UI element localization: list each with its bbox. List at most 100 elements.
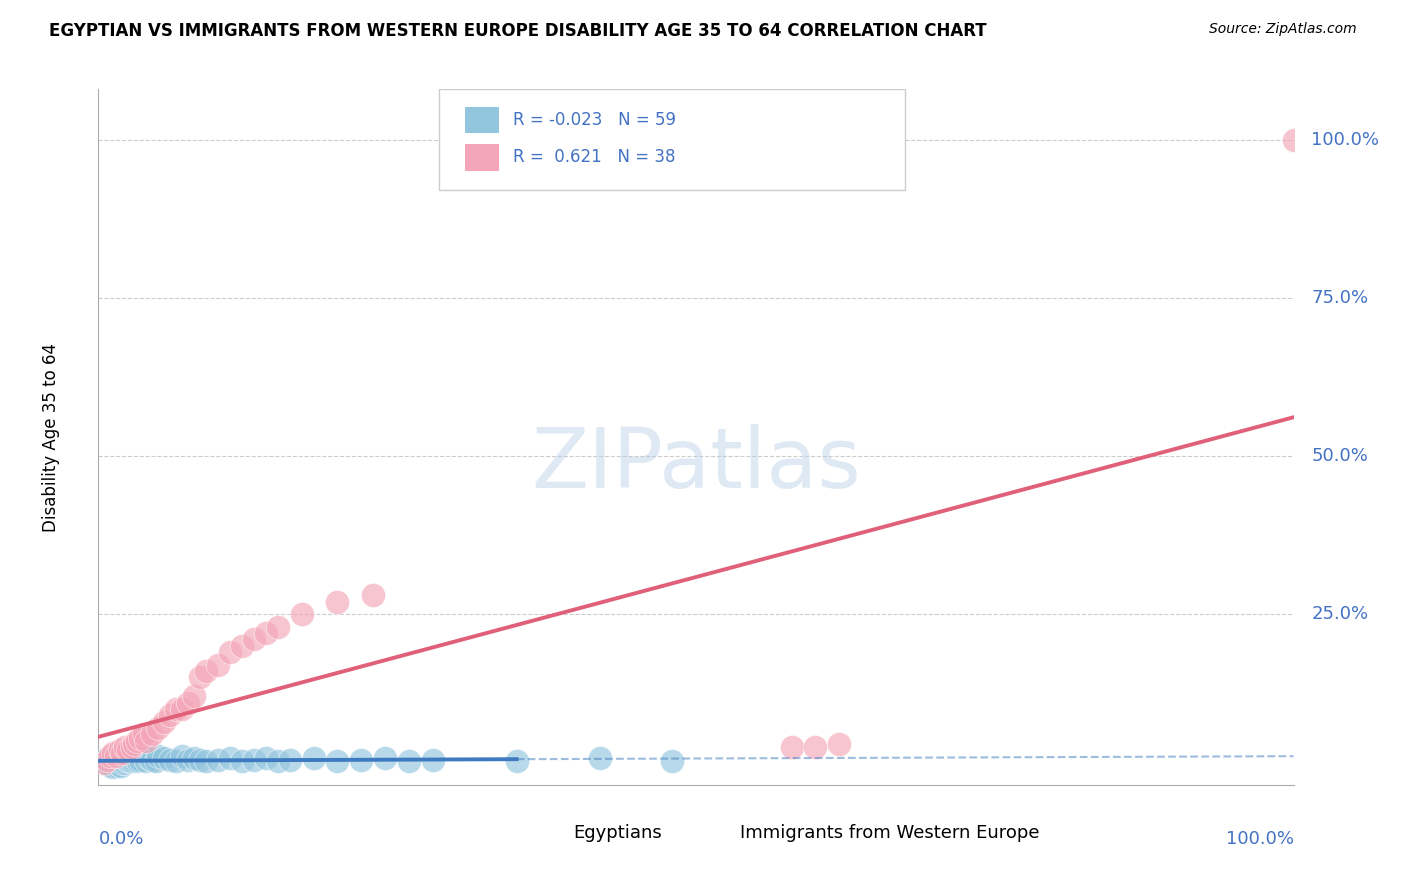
Point [101,747,124,761]
Point [96,754,118,768]
Point [101,756,124,770]
Point [141,727,163,741]
Point [398,754,420,768]
Point [107,756,129,770]
Point [111,753,134,767]
Point [117,754,139,768]
Point [111,756,134,770]
Point [589,751,612,765]
Point [98,759,122,773]
Point [177,696,200,710]
Point [172,702,194,716]
Point [159,753,181,767]
Text: 100.0%: 100.0% [1226,830,1294,848]
Point [326,594,349,608]
Text: Source: ZipAtlas.com: Source: ZipAtlas.com [1209,22,1357,37]
Point [98,757,122,772]
Text: EGYPTIAN VS IMMIGRANTS FROM WESTERN EUROPE DISABILITY AGE 35 TO 64 CORRELATION C: EGYPTIAN VS IMMIGRANTS FROM WESTERN EURO… [49,22,987,40]
Point [254,626,277,640]
Point [120,749,142,764]
Text: 25.0%: 25.0% [1312,605,1368,624]
Text: R = -0.023   N = 59: R = -0.023 N = 59 [513,111,676,128]
Point [97,756,120,770]
Point [195,754,218,768]
Text: Egyptians: Egyptians [572,824,662,842]
Point [291,607,314,622]
Point [148,749,170,764]
Point [828,737,851,751]
Point [219,645,242,659]
Point [159,708,181,723]
Point [326,754,349,768]
Point [231,639,253,653]
Point [363,588,385,602]
Point [243,753,266,767]
Point [132,727,155,741]
Point [780,739,803,754]
Point [195,664,218,678]
Point [98,749,122,764]
Point [254,751,277,765]
Text: 100.0%: 100.0% [1312,131,1379,149]
Point [188,753,211,767]
Point [124,753,146,767]
Point [1282,133,1305,147]
Point [506,754,529,768]
Point [124,751,146,765]
Point [117,743,139,757]
Point [207,753,229,767]
Bar [702,820,728,847]
Point [219,751,242,765]
Point [101,760,124,774]
Point [148,721,170,735]
Point [267,620,290,634]
Point [115,751,138,765]
Point [110,759,132,773]
Point [103,754,125,768]
Point [267,754,290,768]
Point [804,739,827,754]
Point [138,751,160,765]
Point [105,753,128,767]
Point [129,731,152,745]
Point [141,753,163,767]
Point [207,657,229,672]
Text: Immigrants from Western Europe: Immigrants from Western Europe [740,824,1039,842]
Point [111,747,134,761]
Point [231,754,253,768]
FancyBboxPatch shape [439,89,905,190]
Point [93,756,115,770]
Point [172,749,194,764]
Text: R =  0.621   N = 38: R = 0.621 N = 38 [513,148,676,167]
Point [278,753,301,767]
Point [661,754,683,768]
Point [145,754,167,768]
Point [108,743,131,757]
Text: 50.0%: 50.0% [1312,447,1368,465]
Point [153,751,176,765]
Point [243,632,266,647]
Point [105,749,128,764]
Point [422,753,444,767]
Point [115,753,138,767]
Point [114,756,136,770]
Point [121,739,143,754]
Point [132,749,155,764]
Point [125,733,148,747]
Point [165,754,187,768]
Point [350,753,373,767]
Point [165,702,187,716]
Text: 75.0%: 75.0% [1312,289,1368,307]
Point [121,754,143,768]
Point [93,753,115,767]
Bar [534,820,561,847]
Point [114,739,136,754]
Point [108,749,131,764]
Point [135,733,157,747]
Bar [465,106,499,133]
Text: Disability Age 35 to 64: Disability Age 35 to 64 [42,343,59,532]
Point [183,751,205,765]
Point [135,754,157,768]
Point [112,754,135,768]
Point [129,753,152,767]
